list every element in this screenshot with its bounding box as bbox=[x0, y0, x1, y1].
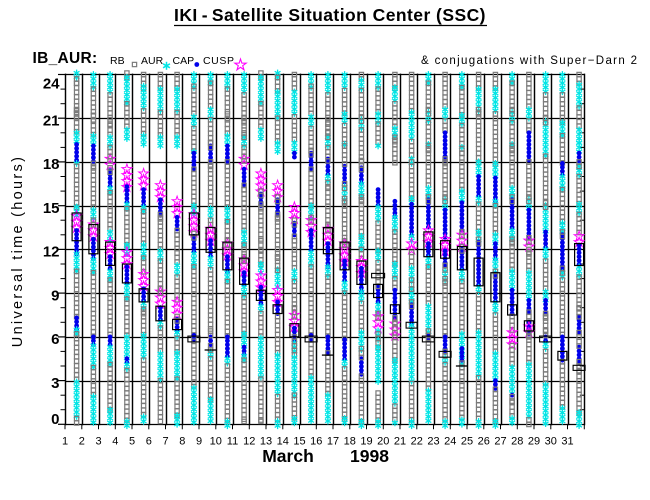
svg-text:31: 31 bbox=[561, 436, 573, 448]
svg-text:CAP: CAP bbox=[173, 55, 195, 67]
svg-text:IB_AUR:: IB_AUR: bbox=[33, 50, 98, 67]
svg-text:18: 18 bbox=[344, 436, 356, 448]
svg-text:13: 13 bbox=[260, 436, 272, 448]
svg-text:20: 20 bbox=[377, 436, 389, 448]
svg-text:18: 18 bbox=[43, 156, 60, 173]
svg-text:9: 9 bbox=[196, 436, 202, 448]
svg-text:1: 1 bbox=[62, 436, 68, 448]
svg-text:& conjugations with Super−Darn: & conjugations with Super−Darn 2 bbox=[421, 55, 638, 67]
svg-text:24: 24 bbox=[43, 76, 60, 93]
svg-text:AUR: AUR bbox=[141, 55, 164, 67]
svg-text:7: 7 bbox=[162, 436, 168, 448]
svg-text:4: 4 bbox=[112, 436, 118, 448]
svg-text:14: 14 bbox=[277, 436, 289, 448]
svg-text:March: March bbox=[262, 446, 314, 466]
svg-text:16: 16 bbox=[310, 436, 322, 448]
svg-text:21: 21 bbox=[43, 113, 60, 130]
svg-text:3: 3 bbox=[51, 375, 59, 392]
svg-text:IKI - Satellite Situation Cent: IKI - Satellite Situation Center (SSC) bbox=[174, 5, 486, 25]
svg-text:12: 12 bbox=[243, 436, 255, 448]
svg-text:1998: 1998 bbox=[350, 446, 389, 466]
svg-text:2: 2 bbox=[79, 436, 85, 448]
svg-text:11: 11 bbox=[227, 436, 238, 448]
svg-text:29: 29 bbox=[528, 436, 540, 448]
svg-text:3: 3 bbox=[95, 436, 101, 448]
svg-text:9: 9 bbox=[51, 287, 59, 304]
svg-text:RB: RB bbox=[110, 55, 125, 67]
svg-text:25: 25 bbox=[461, 436, 473, 448]
svg-text:23: 23 bbox=[427, 436, 439, 448]
svg-text:27: 27 bbox=[494, 436, 506, 448]
svg-text:8: 8 bbox=[179, 436, 185, 448]
svg-text:15: 15 bbox=[293, 436, 305, 448]
svg-text:6: 6 bbox=[51, 331, 59, 348]
svg-text:0: 0 bbox=[51, 411, 59, 428]
svg-text:6: 6 bbox=[146, 436, 152, 448]
svg-text:19: 19 bbox=[360, 436, 372, 448]
svg-text:17: 17 bbox=[327, 436, 339, 448]
svg-text:26: 26 bbox=[478, 436, 490, 448]
svg-text:10: 10 bbox=[210, 436, 222, 448]
svg-text:30: 30 bbox=[545, 436, 557, 448]
svg-text:21: 21 bbox=[394, 436, 406, 448]
svg-text:22: 22 bbox=[411, 436, 423, 448]
svg-text:24: 24 bbox=[444, 436, 456, 448]
svg-text:12: 12 bbox=[43, 244, 60, 261]
svg-text:Universal time (hours): Universal time (hours) bbox=[10, 155, 26, 347]
svg-text:28: 28 bbox=[511, 436, 523, 448]
svg-text:CUSP: CUSP bbox=[203, 55, 235, 67]
svg-text:5: 5 bbox=[129, 436, 135, 448]
svg-text:15: 15 bbox=[43, 200, 60, 217]
